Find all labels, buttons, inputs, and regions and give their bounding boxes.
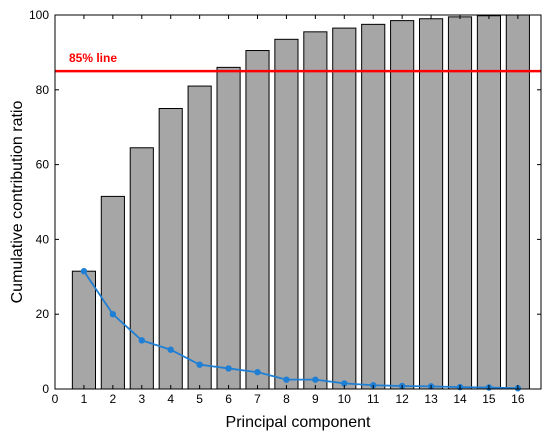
x-tick-label: 1 xyxy=(81,392,88,406)
bars xyxy=(71,14,530,390)
x-tick-label: 14 xyxy=(453,392,467,406)
x-tick-label: 9 xyxy=(312,392,319,406)
y-axis-title: Cumulative contribution ratio xyxy=(9,101,26,304)
line-point-pc-7 xyxy=(254,368,261,376)
y-axis-ticks: 0 20 40 60 80 100 xyxy=(29,8,541,396)
line-point-pc-8 xyxy=(283,376,290,383)
bar-pc-3 xyxy=(129,147,154,390)
x-tick-label: 12 xyxy=(395,392,409,406)
x-tick-label: 7 xyxy=(254,392,261,406)
line-point-pc-5 xyxy=(196,361,203,368)
bar-pc-2 xyxy=(100,195,125,390)
x-tick-label: 13 xyxy=(424,392,438,406)
bar-pc-5 xyxy=(187,85,212,390)
x-tick-label: 0 xyxy=(52,392,59,406)
x-tick-label: 8 xyxy=(283,392,290,406)
bar-pc-7 xyxy=(245,50,270,390)
bar-pc-1 xyxy=(71,270,96,390)
bar-pc-10 xyxy=(332,27,357,390)
line-point-pc-2 xyxy=(109,311,117,318)
bar-pc-14 xyxy=(447,16,473,390)
y-tick-label: 60 xyxy=(36,158,50,172)
plot-frame xyxy=(54,14,542,390)
x-axis-ticks: 0 1 2 3 4 5 6 7 8 9 10 11 12 13 14 15 16 xyxy=(52,15,525,406)
y-tick-label: 20 xyxy=(36,307,50,321)
line-point-pc-6 xyxy=(225,365,232,372)
x-tick-label: 3 xyxy=(138,392,145,406)
bar-pc-6 xyxy=(216,66,241,390)
line-point-pc-10 xyxy=(341,380,348,387)
reference-line-label: 85% line xyxy=(69,51,117,65)
x-tick-label: 4 xyxy=(167,392,174,406)
x-tick-label: 16 xyxy=(511,392,525,406)
y-tick-label: 80 xyxy=(36,83,50,97)
line-point-pc-4 xyxy=(167,346,174,353)
y-tick-label: 100 xyxy=(29,8,49,22)
bar-pc-8 xyxy=(274,38,299,390)
x-tick-label: 15 xyxy=(482,392,496,406)
x-tick-label: 6 xyxy=(225,392,232,406)
bar-pc-11 xyxy=(361,23,386,390)
contribution-line xyxy=(83,270,518,390)
x-axis-title: Principal component xyxy=(226,414,372,431)
line-point-pc-1 xyxy=(80,267,88,275)
x-tick-label: 5 xyxy=(196,392,203,406)
x-tick-label: 10 xyxy=(338,392,352,406)
x-tick-label: 11 xyxy=(367,392,380,406)
bar-pc-13 xyxy=(419,18,444,390)
line-point-pc-3 xyxy=(138,337,145,344)
x-tick-label: 2 xyxy=(110,392,117,406)
y-tick-label: 40 xyxy=(36,232,50,246)
y-tick-label: 0 xyxy=(42,382,49,396)
bar-pc-12 xyxy=(390,20,415,390)
bar-pc-9 xyxy=(303,31,328,390)
line-point-pc-9 xyxy=(312,376,319,383)
